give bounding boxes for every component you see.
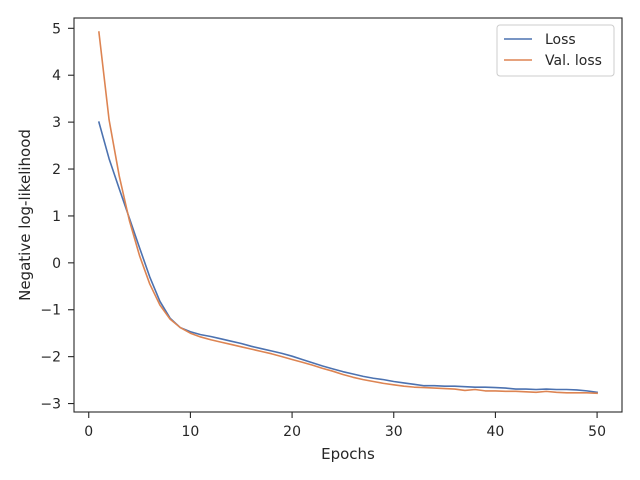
y-tick-label: 0 — [52, 256, 61, 272]
y-tick-label: −2 — [40, 350, 61, 366]
plot-area — [74, 18, 622, 412]
x-tick-label: 50 — [588, 424, 606, 440]
y-tick-label: 5 — [52, 21, 61, 37]
series-layer — [97, 31, 598, 395]
x-tick-label: 20 — [283, 424, 301, 440]
series-line-2 — [98, 31, 598, 395]
y-tick-label: 4 — [52, 68, 61, 84]
y-tick-label: −1 — [40, 303, 61, 319]
x-tick-label: 30 — [385, 424, 403, 440]
axes-frame — [73, 17, 623, 413]
x-tick-label: 40 — [487, 424, 505, 440]
plot-background — [74, 18, 622, 412]
x-tick-label: 10 — [181, 424, 199, 440]
y-axis-label: Negative log-likelihood — [16, 129, 34, 301]
x-tick-label: 0 — [84, 424, 93, 440]
y-tick-label: 2 — [52, 162, 61, 178]
legend-label-1: Loss — [545, 32, 576, 48]
axes-layer: 0 10 20 30 40 50 −3 −2 −1 0 1 2 3 4 5 — [40, 17, 623, 440]
y-tick-label: 3 — [52, 115, 61, 131]
legend-box — [496, 24, 615, 77]
x-axis-label: Epochs — [321, 445, 375, 463]
y-tick-label: 1 — [52, 209, 61, 225]
legend-label-2: Val. loss — [545, 53, 602, 69]
legend: Loss Val. loss — [496, 24, 615, 77]
y-tick-label: −3 — [40, 397, 61, 413]
